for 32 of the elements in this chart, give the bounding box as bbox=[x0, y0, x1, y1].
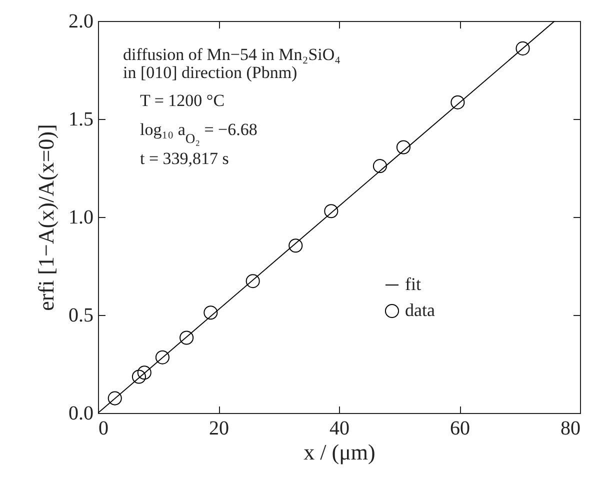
point bbox=[155, 350, 170, 364]
point bbox=[204, 306, 218, 320]
y-tick-label: 2.0 bbox=[68, 10, 94, 32]
point bbox=[450, 95, 465, 110]
point bbox=[246, 274, 260, 288]
point bbox=[137, 366, 152, 380]
x-tick-label: 20 bbox=[209, 418, 229, 440]
annotation: T = 1200 °C bbox=[140, 91, 225, 110]
annotation: in [010] direction (Pbnm) bbox=[123, 63, 298, 82]
point bbox=[516, 41, 530, 56]
x-tick-label: 60 bbox=[450, 418, 470, 440]
annotation: t = 339,817 s bbox=[140, 149, 229, 168]
y-tick-label: 1.0 bbox=[68, 206, 94, 228]
point bbox=[132, 370, 146, 384]
annotation: diffusion of Mn−54 in Mn₂SiO₄ bbox=[123, 45, 341, 64]
x-tick-label: 80 bbox=[560, 418, 580, 440]
annotation: log₁₀ a$_{O₂}$ = −6.68 bbox=[140, 120, 258, 146]
x-axis-title: x / (μm) bbox=[304, 440, 376, 464]
y-axis-title: erfi [1−A(x)/A(x=0)] bbox=[34, 124, 58, 311]
point bbox=[288, 238, 303, 253]
x-tick-label: 0 bbox=[98, 418, 108, 440]
point bbox=[396, 140, 410, 154]
y-tick-label: 1.5 bbox=[68, 108, 94, 130]
point bbox=[180, 330, 194, 345]
y-tick-label: 0.5 bbox=[68, 304, 94, 326]
point bbox=[324, 204, 338, 218]
legend-label: fit bbox=[405, 274, 421, 294]
legend-label: data bbox=[405, 300, 435, 320]
point bbox=[372, 159, 387, 174]
x-tick-label: 40 bbox=[330, 418, 350, 440]
point bbox=[108, 391, 122, 406]
y-tick-label: 0.0 bbox=[68, 402, 94, 424]
